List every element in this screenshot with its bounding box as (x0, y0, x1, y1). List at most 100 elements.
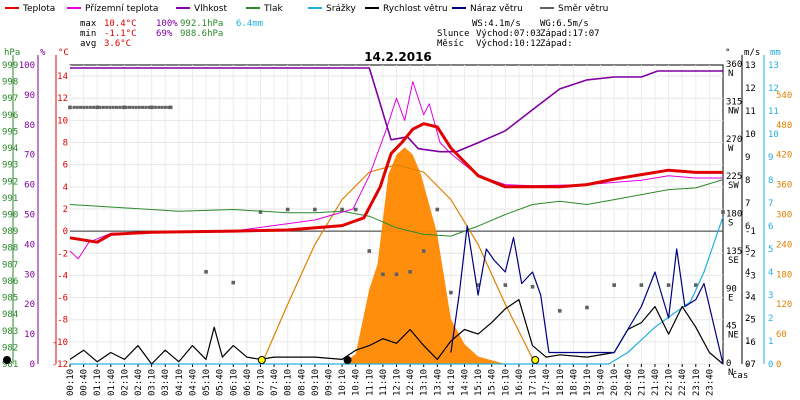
wind-direction-point (204, 270, 208, 274)
pressure-tick-label: 994 (2, 144, 18, 154)
wind-direction-point (421, 249, 426, 253)
series-line (70, 67, 723, 153)
wind-direction-point (168, 105, 173, 110)
wind-direction-point (435, 207, 440, 212)
stat-max-temp: 10.4°C (104, 19, 137, 29)
humidity-tick-label: 30 (24, 270, 35, 280)
legend-label: Teplota (22, 4, 55, 14)
wind-direction-point (408, 270, 412, 274)
stat-max-rain: 6.4mm (236, 19, 263, 29)
solar-tick-label: 60 (776, 330, 787, 340)
temperature-tick-label: -12 (52, 360, 68, 370)
temperature-tick-label: 8 (63, 139, 68, 149)
wind-direction-point (449, 290, 453, 295)
x-tick-label: 23:40 (705, 369, 715, 396)
wind-direction-point (124, 105, 128, 109)
stat-wind-gust: WG:6.5m/s (540, 19, 589, 29)
wind-direction-point (394, 272, 399, 277)
rain-tick-label: 0 (768, 360, 773, 370)
x-tick-label: 06:10 (229, 369, 239, 396)
stat-moon-set: Západ: (540, 39, 573, 49)
stats-panel: max 10.4°C 100% 992.1hPa 6.4mm min -1.1°… (80, 19, 600, 49)
series-line (450, 225, 724, 365)
wind-direction-point (105, 105, 109, 109)
wind-direction-point (72, 105, 76, 109)
wind-neg-tick-label: -3 (745, 271, 756, 281)
wind-direction-point (353, 207, 358, 212)
wind-tick-label: 11 (745, 107, 756, 117)
rain-tick-label: 5 (768, 245, 773, 255)
humidity-tick-label: 10 (24, 330, 35, 340)
humidity-tick-label: 0 (30, 360, 35, 370)
x-tick-label: 08:40 (297, 369, 307, 396)
humidity-tick-label: 50 (24, 211, 35, 221)
wind-direction-point (88, 105, 92, 109)
rain-tick-label: 7 (768, 199, 773, 209)
pressure-tick-label: 989 (2, 227, 18, 237)
wind-direction-point (114, 105, 118, 109)
wind-direction-point (75, 105, 79, 109)
moonrise-marker (343, 356, 352, 364)
x-tick-label: 05:10 (202, 369, 212, 396)
x-tick-label: 19:40 (597, 369, 607, 396)
wind-direction-point (82, 105, 86, 109)
direction-tick-label: 180 (726, 210, 742, 220)
rain-tick-label: 13 (768, 61, 779, 71)
x-tick-label: 11:10 (365, 369, 375, 396)
x-tick-label: 23:10 (692, 369, 702, 396)
rain-tick-label: 9 (768, 153, 773, 163)
humidity-tick-label: 40 (24, 240, 35, 250)
direction-tick-label: 225 (726, 172, 742, 182)
wind-direction-point (167, 105, 171, 109)
wind-neg-tick-label: -1 (745, 227, 756, 237)
x-tick-label: 09:40 (324, 369, 334, 396)
wind-tick-label: 7 (745, 199, 750, 209)
humidity-tick-label: 70 (24, 151, 35, 161)
rain-tick-label: 2 (768, 314, 773, 324)
moonset-marker (3, 356, 11, 364)
wind-tick-label: 1 (745, 337, 750, 347)
x-tick-label: 20:10 (610, 369, 620, 396)
x-tick-label: 07:10 (256, 369, 266, 396)
direction-compass-label: SE (728, 256, 739, 266)
pressure-tick-label: 998 (2, 78, 18, 88)
series-line (70, 216, 724, 365)
temperature-tick-label: -4 (57, 271, 68, 281)
direction-tick-label: 270 (726, 135, 742, 145)
wind-neg-tick-label: -7 (745, 360, 756, 370)
wind-direction-point (154, 105, 158, 109)
direction-compass-label: N (728, 368, 733, 378)
x-tick-label: 05:40 (216, 369, 226, 396)
pressure-tick-label: 982 (2, 343, 18, 353)
rain-tick-label: 4 (768, 268, 773, 278)
stat-max-press: 992.1hPa (180, 19, 223, 29)
wind-direction-point (85, 105, 89, 109)
x-tick-label: 08:10 (284, 369, 294, 396)
pressure-tick-label: 991 (2, 194, 18, 204)
wind-direction-point (285, 207, 290, 212)
direction-tick-label: 90 (726, 284, 737, 294)
stat-moon-label: Měsíc (437, 39, 464, 49)
stat-sun-set: Západ:17:07 (540, 29, 600, 39)
plot-area (3, 67, 725, 365)
x-tick-label: 18:10 (556, 369, 566, 396)
stat-sun-rise: Východ:07:03 (476, 29, 541, 39)
x-tick-label: 12:10 (393, 369, 403, 396)
x-tick-label: 03:40 (161, 369, 171, 396)
x-tick-label: 02:40 (134, 369, 144, 396)
wind-direction-point (381, 272, 385, 277)
wind-direction-point (503, 283, 508, 287)
wind-direction-point (612, 283, 616, 287)
stat-max-hum: 100% (156, 19, 178, 29)
wind-direction-point (313, 207, 317, 212)
pressure-tick-label: 987 (2, 260, 18, 270)
direction-tick-label: 315 (726, 97, 742, 107)
wind-direction-point (79, 105, 83, 109)
wind-direction-point (137, 105, 141, 109)
rain-tick-label: 1 (768, 337, 773, 347)
wind-direction-point (150, 105, 154, 109)
legend-label: Srážky (326, 4, 357, 14)
axis-unit: % (40, 48, 46, 58)
wind-tick-label: 6 (745, 222, 750, 232)
